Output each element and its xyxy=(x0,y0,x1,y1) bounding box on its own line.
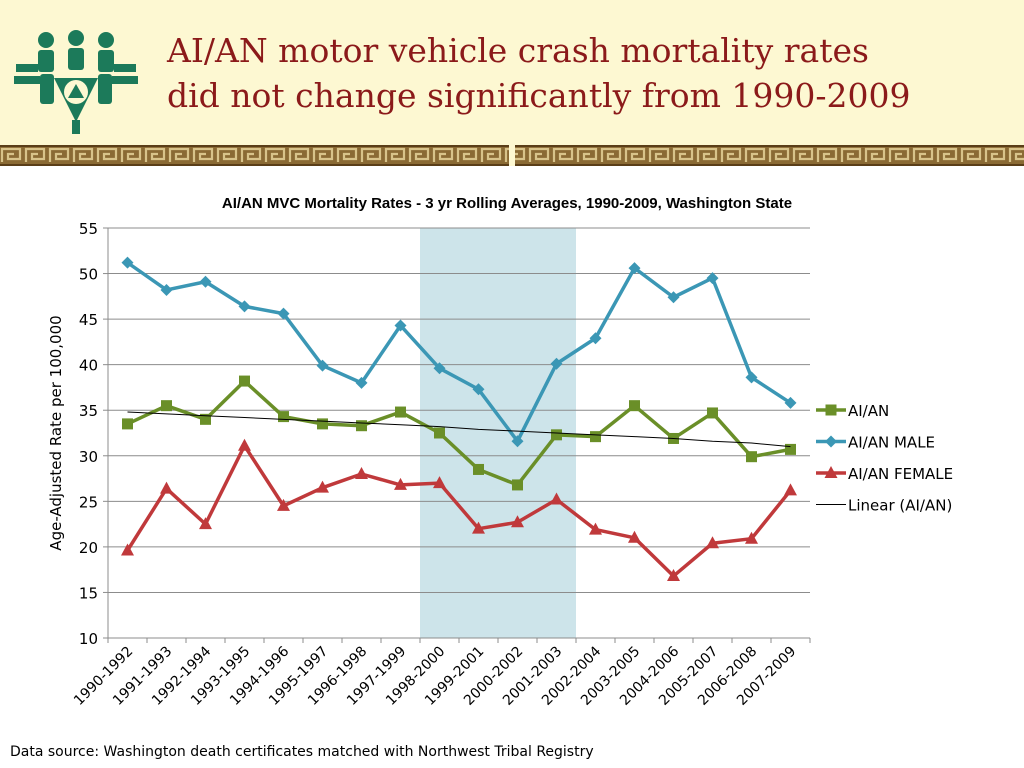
legend-label: AI/AN MALE xyxy=(848,434,935,452)
data-point-square xyxy=(122,418,133,430)
data-point-diamond xyxy=(667,291,680,304)
legend-label: Linear (AI/AN) xyxy=(848,497,952,515)
data-point-triangle xyxy=(277,498,290,511)
y-tick-label: 30 xyxy=(79,448,98,466)
data-point-square xyxy=(317,418,328,430)
series-ai-an xyxy=(122,375,796,491)
legend-item: Linear (AI/AN) xyxy=(816,497,952,515)
data-point-diamond xyxy=(784,396,797,409)
data-point-diamond xyxy=(825,435,837,448)
data-point-square xyxy=(239,375,250,387)
y-axis-ticks: 10 15 20 25 30 35 40 45 50 55 xyxy=(79,220,108,648)
data-point-triangle xyxy=(784,483,797,496)
data-point-square xyxy=(434,427,445,439)
tribal-emblem-icon xyxy=(14,30,138,134)
y-tick-label: 25 xyxy=(79,493,98,511)
legend-label: AI/AN xyxy=(848,402,889,420)
data-point-diamond xyxy=(511,435,524,448)
y-tick-label: 15 xyxy=(79,584,98,602)
data-point-diamond xyxy=(706,272,719,285)
data-point-triangle xyxy=(238,438,251,451)
data-point-triangle xyxy=(511,515,524,528)
data-point-square xyxy=(395,406,406,418)
series-ai-an-female xyxy=(121,438,797,582)
slide-title-line-2: did not change significantly from 1990-2… xyxy=(167,76,911,115)
decorative-border-band xyxy=(0,145,1024,166)
trend-line xyxy=(127,411,791,448)
data-point-square xyxy=(512,479,523,491)
slide-title-line-1: AI/AN motor vehicle crash mortality rate… xyxy=(167,31,869,70)
data-point-square xyxy=(629,400,640,412)
y-tick-label: 40 xyxy=(79,357,98,375)
chart-title: AI/AN MVC Mortality Rates - 3 yr Rolling… xyxy=(222,195,792,212)
series-line xyxy=(126,444,792,578)
data-point-square xyxy=(785,443,796,455)
data-point-triangle xyxy=(824,466,838,478)
mortality-line-chart: AI/AN MVC Mortality Rates - 3 yr Rolling… xyxy=(47,195,953,709)
legend-label: AI/AN FEMALE xyxy=(848,465,953,483)
data-point-square xyxy=(161,400,172,412)
data-point-diamond xyxy=(628,262,641,275)
data-point-triangle xyxy=(433,476,446,489)
data-point-diamond xyxy=(160,283,173,296)
data-series xyxy=(121,256,797,582)
data-point-triangle xyxy=(121,543,134,556)
series-linear-ai-an xyxy=(127,411,791,448)
data-point-square xyxy=(707,407,718,419)
y-tick-label: 50 xyxy=(79,266,98,284)
data-point-triangle xyxy=(316,480,329,493)
legend-item: AI/AN MALE xyxy=(816,434,935,452)
data-point-diamond xyxy=(355,376,368,389)
y-tick-label: 35 xyxy=(79,402,98,420)
slide-header: AI/AN motor vehicle crash mortality rate… xyxy=(0,0,1024,145)
y-axis-label: Age-Adjusted Rate per 100,000 xyxy=(47,315,65,550)
data-point-diamond xyxy=(433,362,446,375)
data-point-square xyxy=(200,413,211,425)
data-point-triangle xyxy=(745,531,758,544)
data-point-square xyxy=(590,431,601,443)
data-point-square xyxy=(278,411,289,423)
gridlines xyxy=(108,227,810,639)
data-point-triangle xyxy=(550,492,563,505)
legend-item: AI/AN xyxy=(816,402,889,420)
data-point-square xyxy=(551,429,562,441)
data-point-diamond xyxy=(277,307,290,320)
chart-legend: AI/AN AI/AN MALE AI/AN FEMALE Linear (AI/AN… xyxy=(816,402,953,515)
data-point-diamond xyxy=(199,275,212,288)
data-source-note: Data source: Washington death certificat… xyxy=(10,744,594,760)
data-point-diamond xyxy=(745,371,758,384)
y-tick-label: 55 xyxy=(79,220,98,238)
data-point-triangle xyxy=(160,481,173,494)
data-point-diamond xyxy=(121,256,134,269)
y-tick-label: 20 xyxy=(79,539,98,557)
data-point-triangle xyxy=(472,521,485,534)
data-point-triangle xyxy=(394,477,407,490)
y-tick-label: 10 xyxy=(79,630,98,648)
data-point-square xyxy=(473,463,484,475)
data-point-diamond xyxy=(589,332,602,345)
y-tick-label: 45 xyxy=(79,311,98,329)
data-point-diamond xyxy=(550,357,563,370)
slide-title: AI/AN motor vehicle crash mortality rate… xyxy=(167,28,1007,118)
data-point-diamond xyxy=(238,300,251,313)
data-point-triangle xyxy=(589,522,602,535)
data-point-triangle xyxy=(199,517,212,530)
data-point-square xyxy=(825,404,837,416)
data-point-triangle xyxy=(355,467,368,479)
data-point-triangle xyxy=(706,536,719,549)
data-point-triangle xyxy=(667,569,680,582)
x-axis-ticks: 1990-19921991-19931992-19941993-19951994… xyxy=(71,638,811,709)
legend-item: AI/AN FEMALE xyxy=(816,465,953,483)
data-point-diamond xyxy=(472,383,485,396)
data-point-triangle xyxy=(628,530,641,543)
series-line xyxy=(126,379,791,487)
series-line xyxy=(126,261,792,443)
series-ai-an-male xyxy=(121,256,797,448)
data-point-square xyxy=(746,451,757,463)
data-point-square xyxy=(356,420,367,432)
data-point-diamond xyxy=(316,359,329,372)
data-point-diamond xyxy=(394,319,407,332)
